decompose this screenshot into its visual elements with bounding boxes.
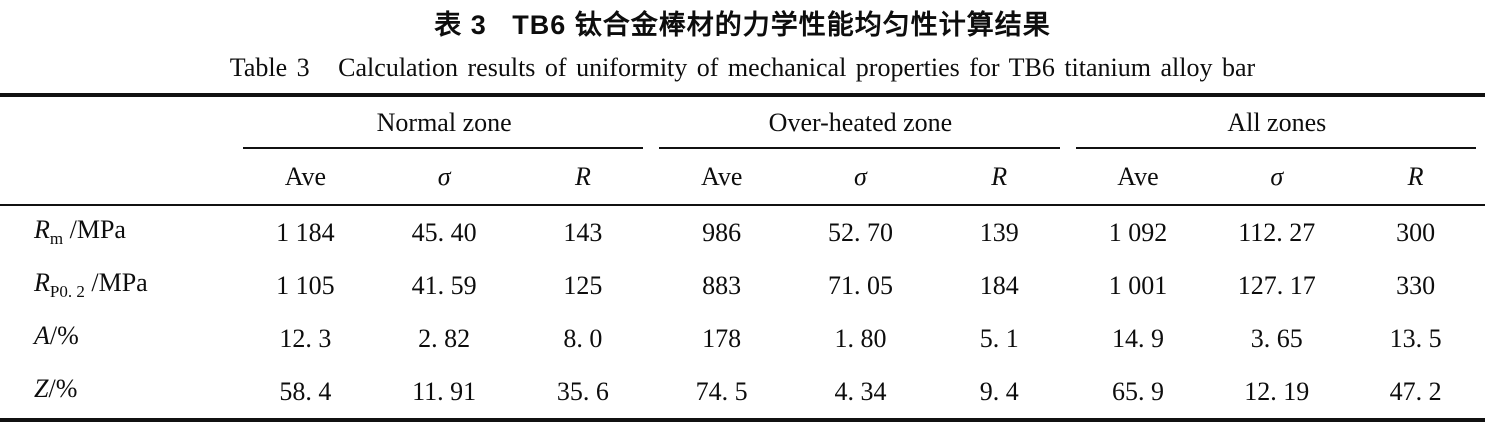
sub-header-row: Ave σ R Ave σ R Ave σ R <box>0 149 1485 206</box>
cell-value: 300 <box>1396 217 1436 247</box>
cell-value: 52. 70 <box>827 217 893 247</box>
cell-value: 12. 3 <box>279 323 332 353</box>
cell-value: 47. 2 <box>1389 376 1442 406</box>
cell-value: 14. 9 <box>1111 323 1164 353</box>
column-group-over-heated-zone: Over-heated zone <box>652 95 1068 149</box>
subheader-range: R <box>513 149 653 206</box>
column-group-rule <box>243 147 644 149</box>
cell-value: 330 <box>1396 270 1436 300</box>
column-group-rule <box>1075 147 1476 149</box>
row-label: A/% <box>34 321 79 351</box>
cell-value: 883 <box>702 270 742 300</box>
subheader-sigma: σ <box>1207 149 1347 206</box>
column-group-label: All zones <box>1227 108 1327 137</box>
cell-value: 184 <box>979 270 1019 300</box>
column-group-label: Normal zone <box>376 108 512 137</box>
column-group-rule <box>659 147 1060 149</box>
subheader-sigma: σ <box>374 149 514 206</box>
cell-value: 74. 5 <box>695 376 748 406</box>
cell-value: 2. 82 <box>418 323 471 353</box>
cell-value: 58. 4 <box>279 376 332 406</box>
table-title-chinese: 表 3 TB6 钛合金棒材的力学性能均匀性计算结果 <box>434 10 1051 40</box>
table-row-rp02: RP0. 2 /MPa 1 105 41. 59 125 883 71. 05 … <box>0 259 1485 312</box>
stub-header-cell <box>0 149 236 206</box>
table-row-rm: Rm /MPa 1 184 45. 40 143 986 52. 70 139 … <box>0 205 1485 259</box>
subheader-range: R <box>1346 149 1485 206</box>
cell-value: 1 092 <box>1108 217 1168 247</box>
table-row-elongation: A/% 12. 3 2. 82 8. 0 178 1. 80 5. 1 14. … <box>0 312 1485 365</box>
cell-value: 178 <box>702 323 742 353</box>
cell-value: 65. 9 <box>1111 376 1164 406</box>
cell-value: 143 <box>563 217 603 247</box>
column-group-header-row: Normal zone Over-heated zone All zones <box>0 95 1485 149</box>
table-title-english: Table 3 Calculation results of uniformit… <box>229 53 1256 82</box>
cell-value: 13. 5 <box>1389 323 1442 353</box>
subheader-range: R <box>929 149 1069 206</box>
column-group-label: Over-heated zone <box>768 108 953 137</box>
cell-value: 1 184 <box>276 217 335 247</box>
cell-value: 8. 0 <box>563 323 603 353</box>
cell-value: 986 <box>702 217 742 247</box>
table-row-reduction: Z/% 58. 4 11. 91 35. 6 74. 5 4. 34 9. 4 … <box>0 365 1485 420</box>
mechanical-properties-table: Normal zone Over-heated zone All zones A… <box>0 93 1485 422</box>
cell-value: 5. 1 <box>979 323 1019 353</box>
subheader-ave: Ave <box>1068 149 1208 206</box>
cell-value: 139 <box>979 217 1019 247</box>
subheader-ave: Ave <box>652 149 792 206</box>
cell-value: 12. 19 <box>1244 376 1310 406</box>
stub-header-cell <box>0 95 236 149</box>
cell-value: 11. 91 <box>412 376 477 406</box>
subheader-sigma: σ <box>791 149 930 206</box>
row-label: Rm /MPa <box>34 215 126 249</box>
cell-value: 4. 34 <box>834 376 887 406</box>
cell-value: 3. 65 <box>1250 323 1303 353</box>
row-label: Z/% <box>34 374 78 404</box>
cell-value: 127. 17 <box>1237 270 1316 300</box>
cell-value: 112. 27 <box>1238 217 1316 247</box>
column-group-normal-zone: Normal zone <box>236 95 652 149</box>
cell-value: 125 <box>563 270 603 300</box>
subheader-ave: Ave <box>236 149 375 206</box>
cell-value: 1 001 <box>1108 270 1168 300</box>
cell-value: 1. 80 <box>834 323 887 353</box>
cell-value: 1 105 <box>276 270 335 300</box>
cell-value: 45. 40 <box>411 217 477 247</box>
cell-value: 71. 05 <box>827 270 893 300</box>
cell-value: 9. 4 <box>979 376 1019 406</box>
cell-value: 35. 6 <box>556 376 609 406</box>
row-label: RP0. 2 /MPa <box>34 268 148 302</box>
cell-value: 41. 59 <box>411 270 477 300</box>
column-group-all-zones: All zones <box>1069 95 1485 149</box>
